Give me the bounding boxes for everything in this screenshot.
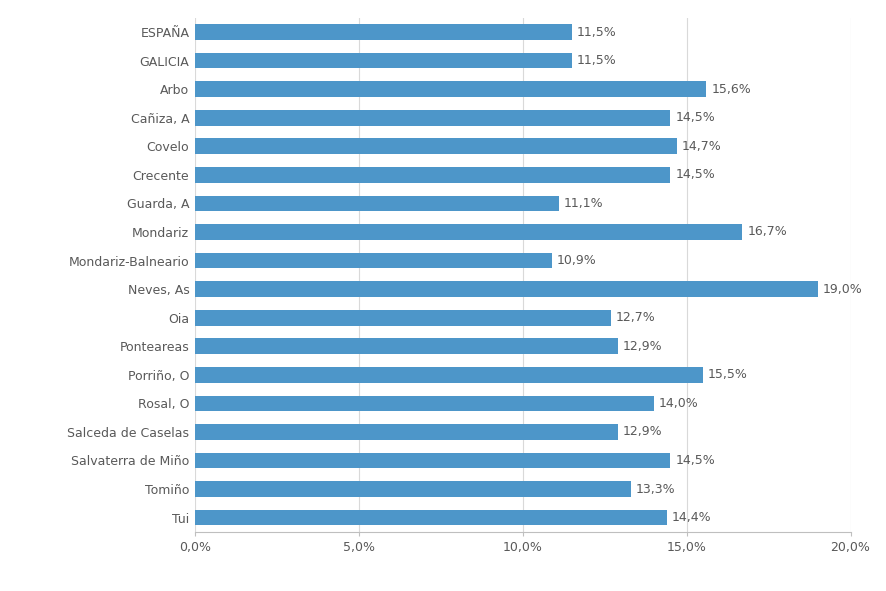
- Text: 19,0%: 19,0%: [823, 282, 862, 296]
- Text: 14,0%: 14,0%: [659, 397, 698, 410]
- Bar: [195, 24, 572, 40]
- Bar: [195, 253, 552, 268]
- Bar: [195, 82, 706, 97]
- Text: 12,9%: 12,9%: [623, 426, 663, 439]
- Text: 12,9%: 12,9%: [623, 340, 663, 353]
- Bar: [195, 367, 703, 382]
- Bar: [195, 53, 572, 69]
- Bar: [195, 424, 618, 440]
- Text: 11,1%: 11,1%: [563, 197, 603, 210]
- Text: 11,5%: 11,5%: [577, 25, 617, 38]
- Bar: [195, 138, 677, 154]
- Bar: [195, 310, 611, 326]
- Bar: [195, 453, 670, 468]
- Text: 14,7%: 14,7%: [681, 140, 721, 152]
- Bar: [195, 481, 631, 497]
- Text: 12,7%: 12,7%: [616, 311, 656, 324]
- Bar: [195, 395, 654, 411]
- Text: 16,7%: 16,7%: [747, 226, 787, 238]
- Text: 14,5%: 14,5%: [675, 111, 715, 124]
- Bar: [195, 510, 667, 525]
- Bar: [195, 110, 670, 125]
- Text: 15,5%: 15,5%: [708, 368, 748, 381]
- Text: 13,3%: 13,3%: [636, 483, 675, 495]
- Bar: [195, 339, 618, 354]
- Text: 15,6%: 15,6%: [711, 83, 751, 96]
- Bar: [195, 196, 559, 211]
- Bar: [195, 224, 742, 240]
- Text: 14,5%: 14,5%: [675, 454, 715, 467]
- Text: 14,4%: 14,4%: [672, 511, 711, 524]
- Text: 10,9%: 10,9%: [557, 254, 597, 267]
- Text: 14,5%: 14,5%: [675, 168, 715, 181]
- Text: 11,5%: 11,5%: [577, 54, 617, 67]
- Bar: [195, 167, 670, 183]
- Bar: [195, 281, 818, 297]
